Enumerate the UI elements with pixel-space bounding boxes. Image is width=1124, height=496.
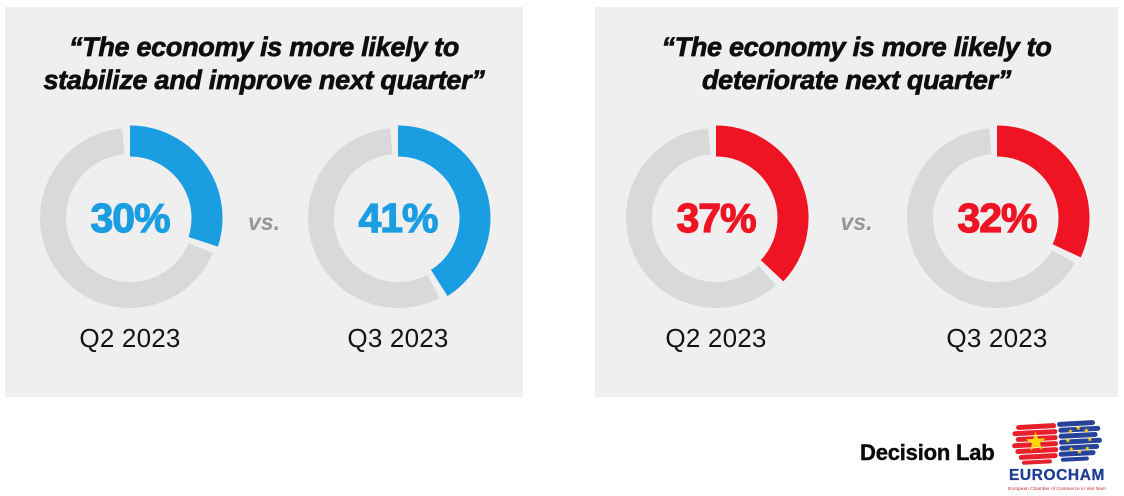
donut-track — [308, 128, 440, 308]
eurocham-wordmark: EUROCHAM — [1008, 467, 1106, 484]
donut-value-label: 32% — [957, 194, 1038, 241]
eurocham-flag-icon — [1012, 420, 1102, 465]
panel-deteriorate: “The economy is more likely to deteriora… — [595, 7, 1118, 397]
donut-ring — [308, 125, 491, 308]
chart-group-q2: 37% Q2 2023 — [623, 125, 809, 354]
donut-value-label: 41% — [358, 194, 439, 241]
donut-value-label: 30% — [90, 194, 171, 241]
donut-track — [626, 128, 776, 308]
donut-chart-q3-2023: 41% — [305, 125, 491, 311]
vs-label: vs. — [840, 209, 873, 235]
vs-label: vs. — [248, 209, 280, 235]
donut-value-arc — [715, 125, 809, 282]
period-label: Q2 2023 — [665, 323, 767, 353]
decision-lab-wordmark: Decision Lab — [860, 440, 995, 465]
charts-row: 37% Q2 2023 vs. 32% Q3 2023 — [595, 125, 1118, 354]
panel-stabilize: “The economy is more likely to stabilize… — [5, 7, 523, 397]
vietnam-eu-brush-flag — [1012, 420, 1102, 465]
donut-track — [906, 128, 1075, 308]
panel-title: “The economy is more likely to deteriora… — [595, 31, 1118, 97]
panel-title: “The economy is more likely to stabilize… — [5, 31, 523, 97]
donut-value-arc — [129, 125, 223, 247]
donut-track — [40, 128, 213, 308]
period-label: Q3 2023 — [946, 323, 1048, 353]
donut-chart-q2-2023: 30% — [37, 125, 223, 311]
donut-value-arc — [996, 125, 1090, 258]
donut-chart-q2-2023: 37% — [623, 125, 809, 311]
donut-chart-q3-2023: 32% — [904, 125, 1090, 311]
chart-group-q3: 41% Q3 2023 — [305, 125, 491, 354]
donut-ring — [40, 125, 223, 308]
panel-title-line1: “The economy is more likely to — [661, 32, 1052, 63]
chart-group-q2: 30% Q2 2023 — [37, 125, 223, 354]
donut-value-label: 37% — [676, 194, 757, 241]
chart-group-q3: 32% Q3 2023 — [904, 125, 1090, 354]
eurocham-tagline: European Chamber of Commerce in Viet Nam — [1008, 486, 1106, 491]
donut-ring — [906, 125, 1090, 308]
panel-title-line2: stabilize and improve next quarter” — [43, 65, 485, 96]
panel-title-line2: deteriorate next quarter” — [701, 65, 1012, 96]
panel-title-line1: “The economy is more likely to — [68, 32, 460, 63]
charts-row: 30% Q2 2023 vs. 41% Q3 2023 — [5, 125, 523, 354]
eurocham-logo: EUROCHAM European Chamber of Commerce in… — [1003, 420, 1111, 491]
donut-value-arc — [397, 125, 491, 297]
donut-ring — [626, 125, 809, 308]
period-label: Q3 2023 — [347, 323, 449, 353]
period-label: Q2 2023 — [79, 323, 181, 353]
